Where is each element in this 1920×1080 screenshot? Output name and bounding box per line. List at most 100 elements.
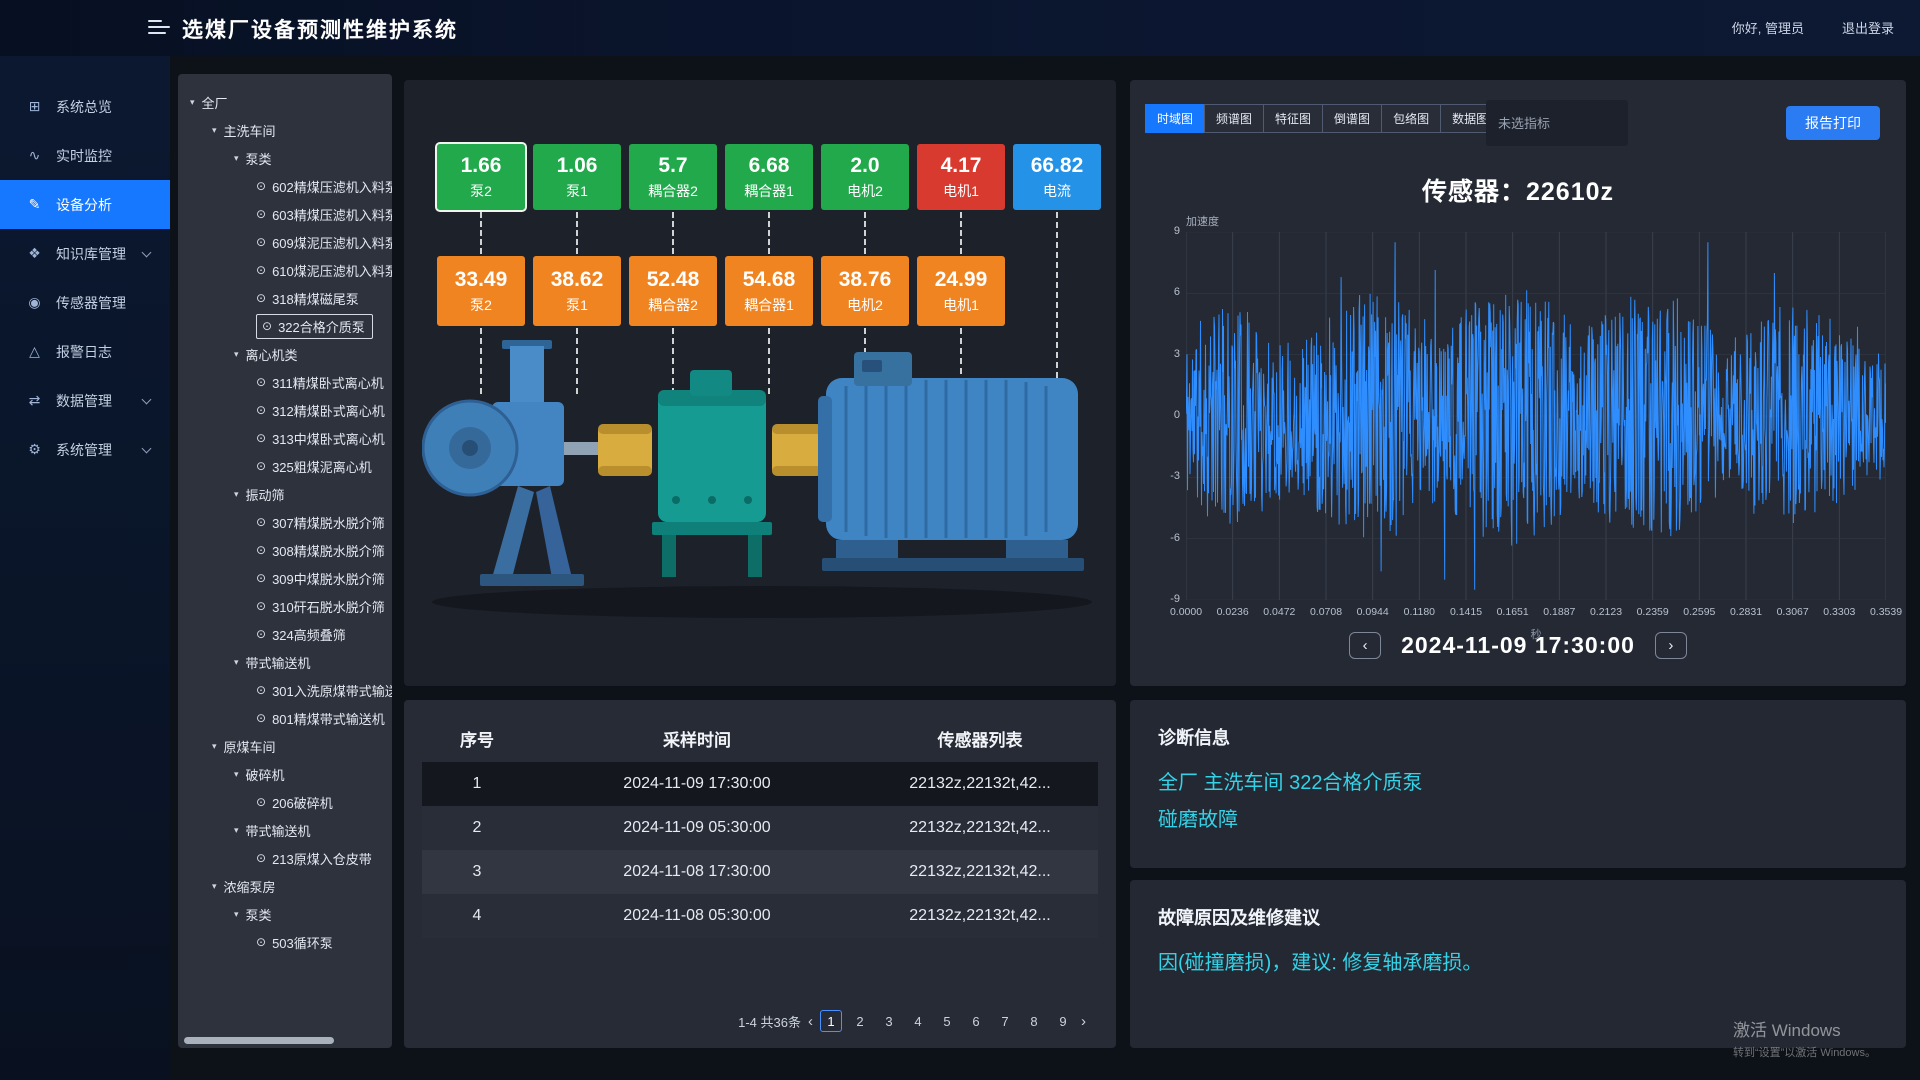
top-badge-1[interactable]: 1.66 泵2 (435, 142, 527, 212)
tree-node[interactable]: ▾ 振动筛 (178, 480, 392, 508)
table-row[interactable]: 3 2024-11-08 17:30:00 22132z,22132t,42... (422, 850, 1098, 894)
badge-value: 1.66 (460, 154, 502, 177)
gear-leaf-icon: ⊙ (256, 851, 267, 865)
tree-node[interactable]: ⊙ 309中煤脱水脱介筛 (178, 564, 392, 592)
tree-node[interactable]: ▾ 带式输送机 (178, 816, 392, 844)
tree-node[interactable]: ⊙ 603精煤压滤机入料泵 (178, 200, 392, 228)
top-badge-6[interactable]: 4.17 电机1 (917, 144, 1005, 210)
page-button-1[interactable]: 1 (820, 1010, 842, 1032)
caret-down-icon: ▾ (234, 152, 239, 163)
bottom-badge-4[interactable]: 54.68 耦合器1 (725, 256, 813, 326)
page-button-3[interactable]: 3 (885, 1013, 893, 1029)
sidebar-item-system-manage[interactable]: ⚙ 系统管理 (0, 425, 170, 474)
tree-node[interactable]: ▾ 破碎机 (178, 760, 392, 788)
tree-node[interactable]: ▾ 原煤车间 (178, 732, 392, 760)
sidebar-item-data-manage[interactable]: ⇄ 数据管理 (0, 376, 170, 425)
sidebar-item-device-analysis[interactable]: ✎ 设备分析 (0, 180, 170, 229)
bottom-badge-5[interactable]: 38.76 电机2 (821, 256, 909, 326)
page-next-arrow[interactable]: › (1081, 1012, 1086, 1030)
badge-value: 38.62 (550, 268, 604, 291)
tree-node[interactable]: ⊙ 318精煤磁尾泵 (178, 284, 392, 312)
sidebar-item-label: 数据管理 (56, 392, 112, 409)
caret-down-icon: ▾ (234, 824, 239, 835)
table-row[interactable]: 4 2024-11-08 05:30:00 22132z,22132t,42... (422, 894, 1098, 938)
tree-node[interactable]: ▾ 泵类 (178, 900, 392, 928)
tree-node[interactable]: ⊙ 324高频叠筛 (178, 620, 392, 648)
tree-node[interactable]: ⊙ 801精煤带式输送机 (178, 704, 392, 732)
logout-link[interactable]: 退出登录 (1841, 21, 1894, 36)
page-button-5[interactable]: 5 (943, 1013, 951, 1029)
tab-时域图[interactable]: 时域图 (1145, 104, 1206, 133)
page-button-4[interactable]: 4 (914, 1013, 922, 1029)
tree-node[interactable]: ⊙ 206破碎机 (178, 788, 392, 816)
sidebar-item-realtime-monitor[interactable]: ∿ 实时监控 (0, 131, 170, 180)
date-next-button[interactable]: › (1654, 632, 1687, 659)
bottom-badge-3[interactable]: 52.48 耦合器2 (629, 256, 717, 326)
sidebar-item-knowledge-base[interactable]: ❖ 知识库管理 (0, 229, 170, 278)
col-header-time: 采样时间 (663, 730, 731, 750)
tree-node[interactable]: ⊙ 311精煤卧式离心机 (178, 368, 392, 396)
page-button-8[interactable]: 8 (1030, 1013, 1038, 1029)
tree-node[interactable]: ⊙ 312精煤卧式离心机 (178, 396, 392, 424)
horizontal-scrollbar[interactable] (184, 1037, 334, 1044)
tree-node[interactable]: ▾ 泵类 (178, 144, 392, 172)
tree-node-label: 破碎机 (245, 767, 285, 783)
cell-sample-time: 2024-11-09 05:30:00 (623, 819, 771, 836)
page-button-6[interactable]: 6 (972, 1013, 980, 1029)
col-header-sensors: 传感器列表 (937, 730, 1023, 750)
badge-label: 电机2 (847, 297, 883, 313)
tab-包络图[interactable]: 包络图 (1381, 104, 1442, 133)
top-badge-3[interactable]: 5.7 耦合器2 (629, 144, 717, 210)
table-row[interactable]: 2 2024-11-09 05:30:00 22132z,22132t,42... (422, 806, 1098, 850)
sidebar-item-overview-chart[interactable]: ⊞ 系统总览 (0, 82, 170, 131)
tree-node[interactable]: ⊙ 503循环泵 (178, 928, 392, 956)
tree-node[interactable]: ▾ 主洗车间 (178, 116, 392, 144)
tree-node-label: 308精煤脱水脱介筛 (272, 543, 385, 559)
tab-特征图[interactable]: 特征图 (1263, 104, 1324, 133)
bottom-badge-2[interactable]: 38.62 泵1 (533, 256, 621, 326)
tree-node[interactable]: ▾ 带式输送机 (178, 648, 392, 676)
page-prev-arrow[interactable]: ‹ (808, 1012, 813, 1030)
date-prev-button[interactable]: ‹ (1349, 632, 1382, 659)
gear-leaf-icon: ⊙ (256, 515, 267, 529)
tree-node[interactable]: ⊙ 308精煤脱水脱介筛 (178, 536, 392, 564)
tree-node[interactable]: ⊙ 602精煤压滤机入料泵 (178, 172, 392, 200)
page-button-7[interactable]: 7 (1001, 1013, 1009, 1029)
sidebar-item-alarm-log[interactable]: △ 报警日志 (0, 327, 170, 376)
top-badge-5[interactable]: 2.0 电机2 (821, 144, 909, 210)
menu-toggle-icon[interactable] (148, 20, 170, 36)
tree-node[interactable]: ▾ 全厂 (178, 88, 392, 116)
tree-node[interactable]: ⊙ 301入洗原煤带式输送机 (178, 676, 392, 704)
tree-node[interactable]: ▾ 浓缩泵房 (178, 872, 392, 900)
tree-node[interactable]: ⊙ 213原煤入仓皮带 (178, 844, 392, 872)
equipment-tree: ▾ 全厂 ▾ 主洗车间 ▾ 泵类 ⊙ 602精煤压滤机入料泵 ⊙ 603精煤压滤机入料泵 ⊙ 609煤… (178, 88, 392, 956)
x-tick: 0.1887 (1543, 606, 1576, 618)
tab-频谱图[interactable]: 频谱图 (1204, 104, 1265, 133)
indicator-select-input[interactable] (1486, 100, 1628, 146)
tree-node[interactable]: ⊙ 313中煤卧式离心机 (178, 424, 392, 452)
tree-node-label: 309中煤脱水脱介筛 (272, 571, 385, 587)
tree-node[interactable]: ⊙ 307精煤脱水脱介筛 (178, 508, 392, 536)
header-bar: 选煤厂设备预测性维护系统 你好, 管理员 退出登录 (0, 0, 1920, 56)
gear-leaf-icon: ⊙ (262, 319, 273, 333)
connector-line (960, 328, 962, 394)
gear-leaf-icon: ⊙ (256, 795, 267, 809)
tree-node[interactable]: ⊙ 322合格介质泵 (178, 312, 392, 340)
bottom-badge-6[interactable]: 24.99 电机1 (917, 256, 1005, 326)
page-button-2[interactable]: 2 (856, 1013, 864, 1029)
tree-node[interactable]: ⊙ 609煤泥压滤机入料泵 (178, 228, 392, 256)
tree-node[interactable]: ⊙ 310矸石脱水脱介筛 (178, 592, 392, 620)
tree-node[interactable]: ⊙ 610煤泥压滤机入料泵 (178, 256, 392, 284)
tree-node[interactable]: ▾ 离心机类 (178, 340, 392, 368)
top-badge-2[interactable]: 1.06 泵1 (533, 144, 621, 210)
sidebar-item-sensor-manage[interactable]: ◉ 传感器管理 (0, 278, 170, 327)
top-badge-4[interactable]: 6.68 耦合器1 (725, 144, 813, 210)
print-report-button[interactable]: 报告打印 (1786, 106, 1880, 140)
bottom-badge-1[interactable]: 33.49 泵2 (437, 256, 525, 326)
tree-node[interactable]: ⊙ 325粗煤泥离心机 (178, 452, 392, 480)
table-row[interactable]: 1 2024-11-09 17:30:00 22132z,22132t,42... (422, 762, 1098, 806)
tab-倒谱图[interactable]: 倒谱图 (1322, 104, 1383, 133)
top-badge-7[interactable]: 66.82 电流 (1013, 144, 1101, 210)
page-button-9[interactable]: 9 (1059, 1013, 1067, 1029)
